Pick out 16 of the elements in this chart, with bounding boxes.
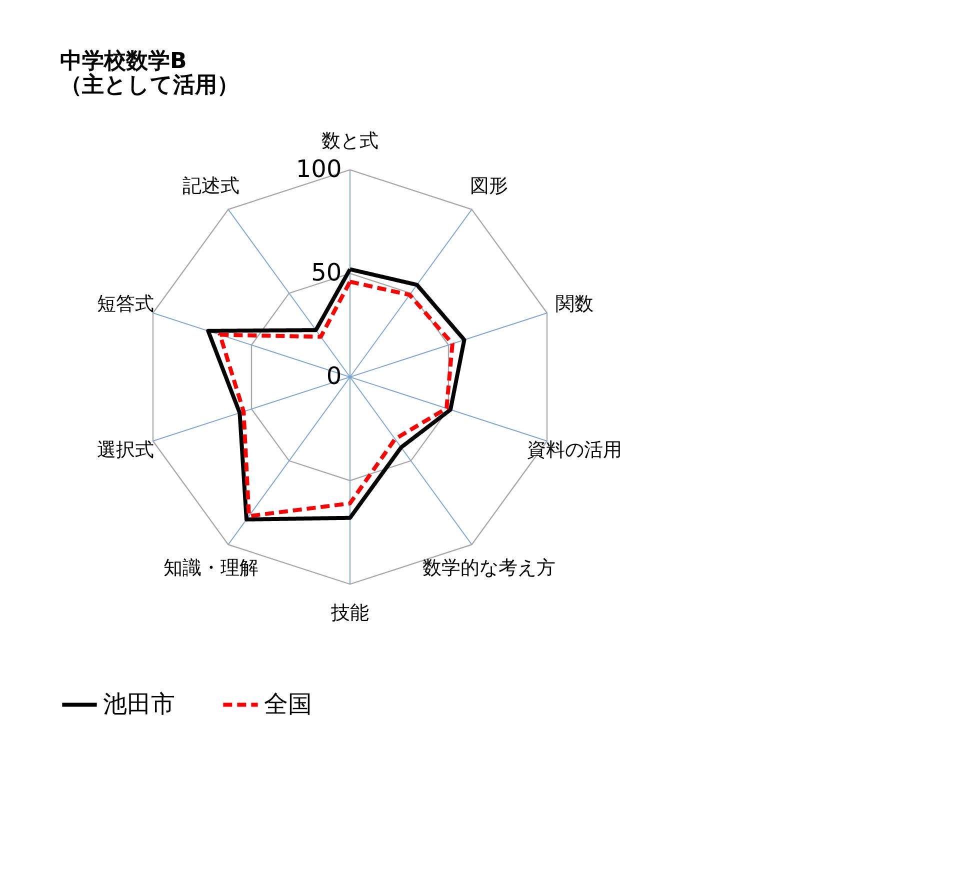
spoke-label: 技能: [330, 602, 369, 624]
spoke-label: 図形: [470, 174, 508, 197]
spoke-label: 知識・理解: [164, 557, 259, 580]
spoke-label: 選択式: [96, 438, 154, 461]
y-tick-label: 0: [326, 362, 342, 390]
spoke-label: 数学的な考え方: [422, 557, 556, 580]
spoke-label: 資料の活用: [527, 438, 622, 461]
spoke-label: 記述式: [182, 174, 240, 197]
spoke-label: 数と式: [322, 130, 378, 152]
spoke-label: 関数: [556, 293, 594, 316]
y-tick-label: 50: [311, 258, 342, 286]
legend-label: 池田市: [103, 690, 175, 718]
y-tick-label: 100: [296, 154, 342, 183]
spoke-label: 短答式: [96, 293, 154, 316]
legend-label: 全国: [264, 690, 312, 718]
chart-title: 中学校数学B （主として活用）: [60, 49, 239, 98]
